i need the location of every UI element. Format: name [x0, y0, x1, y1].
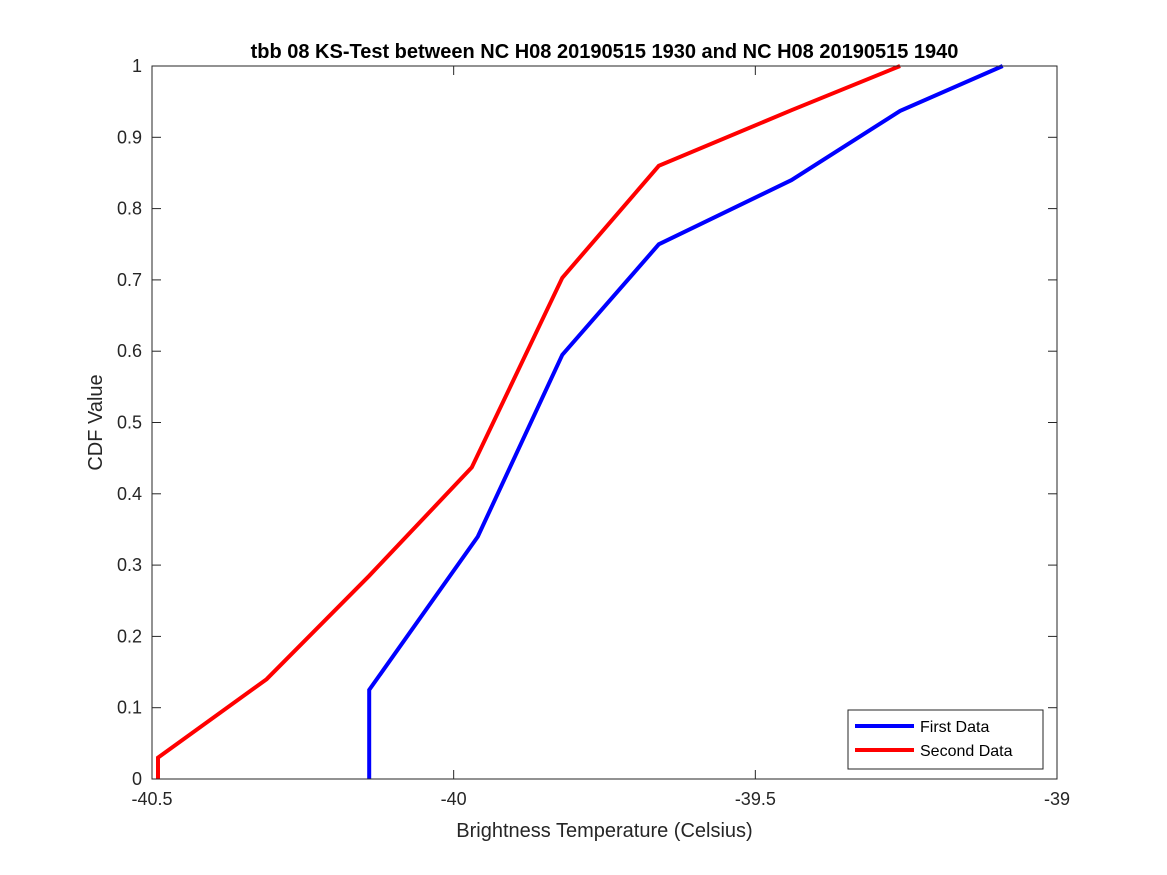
y-tick-label: 0.3 — [117, 555, 142, 575]
ticks-layer: -40.5 -40 -39.5 -39 0 0.1 0.2 0.3 0.4 0.5 0.6 0.7 0.… — [117, 56, 1070, 809]
series-line-1 — [367, 64, 1004, 779]
series-line-2 — [156, 64, 901, 779]
y-tick-label: 0.6 — [117, 341, 142, 361]
y-tick-label: 0.8 — [117, 199, 142, 219]
x-tick-label: -39 — [1044, 789, 1070, 809]
y-tick-label: 1 — [132, 56, 142, 76]
x-tick-label: -40 — [441, 789, 467, 809]
y-tick-label: 0.2 — [117, 626, 142, 646]
legend-box — [847, 709, 1044, 770]
x-tick-label: -39.5 — [735, 789, 776, 809]
legend-label: Second Data — [920, 743, 1013, 760]
plot-area — [152, 66, 1057, 779]
y-tick-label: 0 — [132, 769, 142, 789]
legend: First Data Second Data — [847, 709, 1044, 770]
y-tick-label: 0.7 — [117, 270, 142, 290]
y-tick-label: 0.9 — [117, 127, 142, 147]
chart-title: tbb 08 KS-Test between NC H08 20190515 1… — [251, 41, 959, 63]
y-tick-label: 0.5 — [117, 413, 142, 433]
series-layer — [156, 64, 1004, 779]
y-axis-label: CDF Value — [85, 374, 107, 470]
y-tick-label: 0.1 — [117, 698, 142, 718]
y-tick-label: 0.4 — [117, 484, 142, 504]
x-axis-label: Brightness Temperature (Celsius) — [456, 820, 752, 842]
legend-label: First Data — [920, 719, 989, 736]
x-tick-label: -40.5 — [131, 789, 172, 809]
